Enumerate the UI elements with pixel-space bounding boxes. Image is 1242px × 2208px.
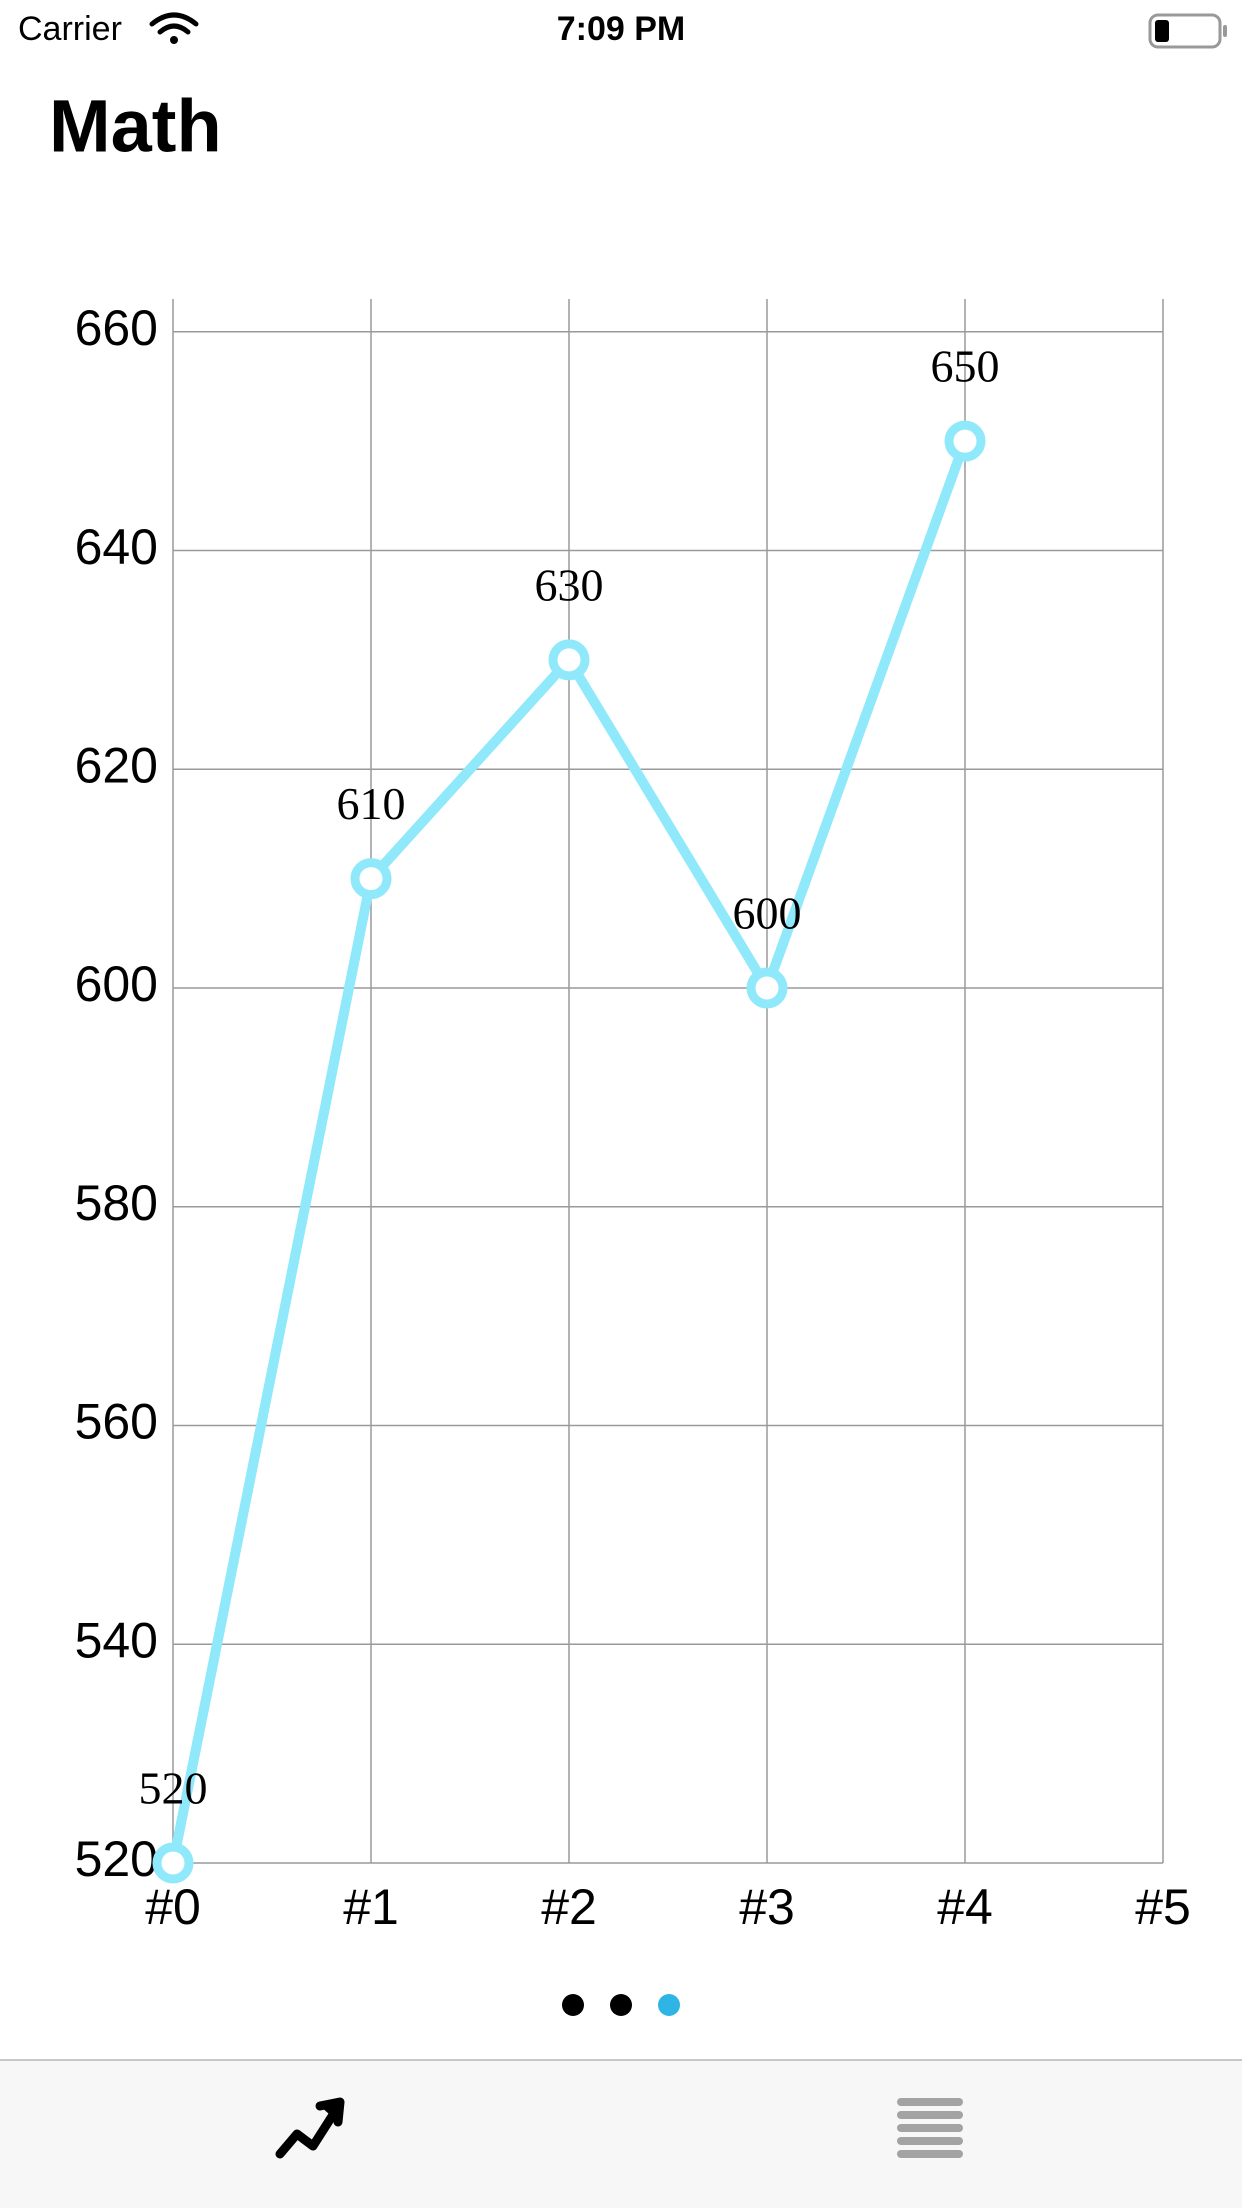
x-tick-label: #0 bbox=[145, 1879, 201, 1935]
page-indicator bbox=[562, 1994, 680, 2016]
y-tick-label: 540 bbox=[75, 1612, 158, 1668]
y-tick-label: 600 bbox=[75, 956, 158, 1012]
data-label: 600 bbox=[733, 888, 802, 939]
wifi-icon bbox=[149, 12, 199, 44]
data-label: 630 bbox=[535, 559, 604, 610]
list-tab[interactable] bbox=[897, 2098, 963, 2158]
x-tick-label: #1 bbox=[343, 1879, 399, 1935]
y-tick-label: 520 bbox=[75, 1831, 158, 1887]
y-tick-label: 640 bbox=[75, 519, 158, 575]
x-tick-label: #2 bbox=[541, 1879, 597, 1935]
y-tick-label: 560 bbox=[75, 1394, 158, 1450]
page-dot[interactable] bbox=[562, 1994, 584, 2016]
data-label: 520 bbox=[139, 1763, 208, 1814]
page-dot-active[interactable] bbox=[658, 1994, 680, 2016]
page-title: Math bbox=[49, 85, 222, 168]
x-tick-label: #3 bbox=[739, 1879, 795, 1935]
chart-tab[interactable] bbox=[275, 2097, 345, 2159]
data-point bbox=[746, 967, 788, 1009]
y-tick-label: 620 bbox=[75, 737, 158, 793]
clock: 7:09 PM bbox=[557, 10, 686, 48]
data-label: 610 bbox=[337, 778, 406, 829]
x-tick-label: #4 bbox=[937, 1879, 993, 1935]
y-tick-label: 660 bbox=[75, 300, 158, 356]
data-point bbox=[152, 1842, 194, 1884]
carrier: Carrier bbox=[18, 10, 122, 48]
x-tick-label: #5 bbox=[1135, 1879, 1191, 1935]
data-point bbox=[548, 639, 590, 681]
data-label: 650 bbox=[931, 341, 1000, 392]
chart: #0 #1 #2 #3 #4 #5 520 540 560 580 600 620 640 660 520 6… bbox=[75, 299, 1191, 1935]
battery-icon bbox=[1148, 13, 1227, 49]
data-point bbox=[944, 420, 986, 462]
data-point bbox=[350, 858, 392, 900]
tab-bar bbox=[0, 2060, 1242, 2208]
y-tick-label: 580 bbox=[75, 1175, 158, 1231]
page-dot[interactable] bbox=[610, 1994, 632, 2016]
